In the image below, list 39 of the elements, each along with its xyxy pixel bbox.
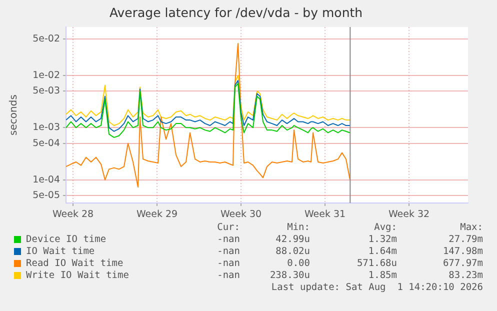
x-tick-label: Week 32 bbox=[388, 209, 430, 220]
text: 1.32m bbox=[368, 234, 397, 246]
x-tick-label: Week 29 bbox=[136, 209, 178, 220]
y-tick-label: 5e-02 bbox=[32, 33, 60, 44]
text: 83.23m bbox=[448, 270, 483, 282]
y-tick-label: 1e-02 bbox=[32, 70, 60, 81]
x-tick-label: Week 28 bbox=[52, 209, 94, 220]
legend-label: Read IO Wait time bbox=[26, 258, 124, 270]
text: 88.02u bbox=[276, 246, 310, 258]
text: 147.98m bbox=[442, 246, 483, 258]
text: -nan bbox=[217, 258, 240, 270]
text: 42.99u bbox=[276, 234, 310, 246]
y-axis-title: seconds bbox=[8, 94, 20, 136]
text: -nan bbox=[217, 234, 240, 246]
y-tick-label: 1e-03 bbox=[32, 122, 60, 134]
text: 571.68u bbox=[356, 258, 397, 270]
legend-label: Write IO Wait time bbox=[26, 270, 129, 282]
legend-label: Device IO time bbox=[26, 234, 106, 246]
text: Cur: bbox=[217, 222, 240, 234]
legend-label: IO Wait time bbox=[26, 246, 95, 258]
y-tick-label: 5e-04 bbox=[32, 138, 60, 149]
y-tick-label: 1e-04 bbox=[32, 174, 60, 186]
text: Max: bbox=[460, 222, 483, 234]
text: 238.30u bbox=[270, 270, 310, 282]
text: -nan bbox=[217, 270, 240, 282]
text: 1.64m bbox=[368, 246, 397, 258]
text: 677.97m bbox=[442, 258, 483, 270]
text: Avg: bbox=[374, 222, 397, 234]
text: 0.00 bbox=[287, 258, 310, 270]
x-tick-label: Week 30 bbox=[220, 209, 262, 220]
text: 27.79m bbox=[448, 234, 483, 246]
text: Last update: Sat Aug 1 14:20:10 2026 bbox=[271, 282, 483, 294]
y-tick-label: 5e-03 bbox=[32, 86, 60, 97]
x-tick-label: Week 31 bbox=[304, 209, 346, 220]
y-tick-label: 5e-05 bbox=[32, 190, 60, 202]
text: -nan bbox=[217, 246, 240, 258]
chart-title: Average latency for /dev/vda - by month bbox=[109, 4, 363, 20]
text: 1.85m bbox=[368, 270, 397, 282]
text: Min: bbox=[287, 222, 310, 234]
